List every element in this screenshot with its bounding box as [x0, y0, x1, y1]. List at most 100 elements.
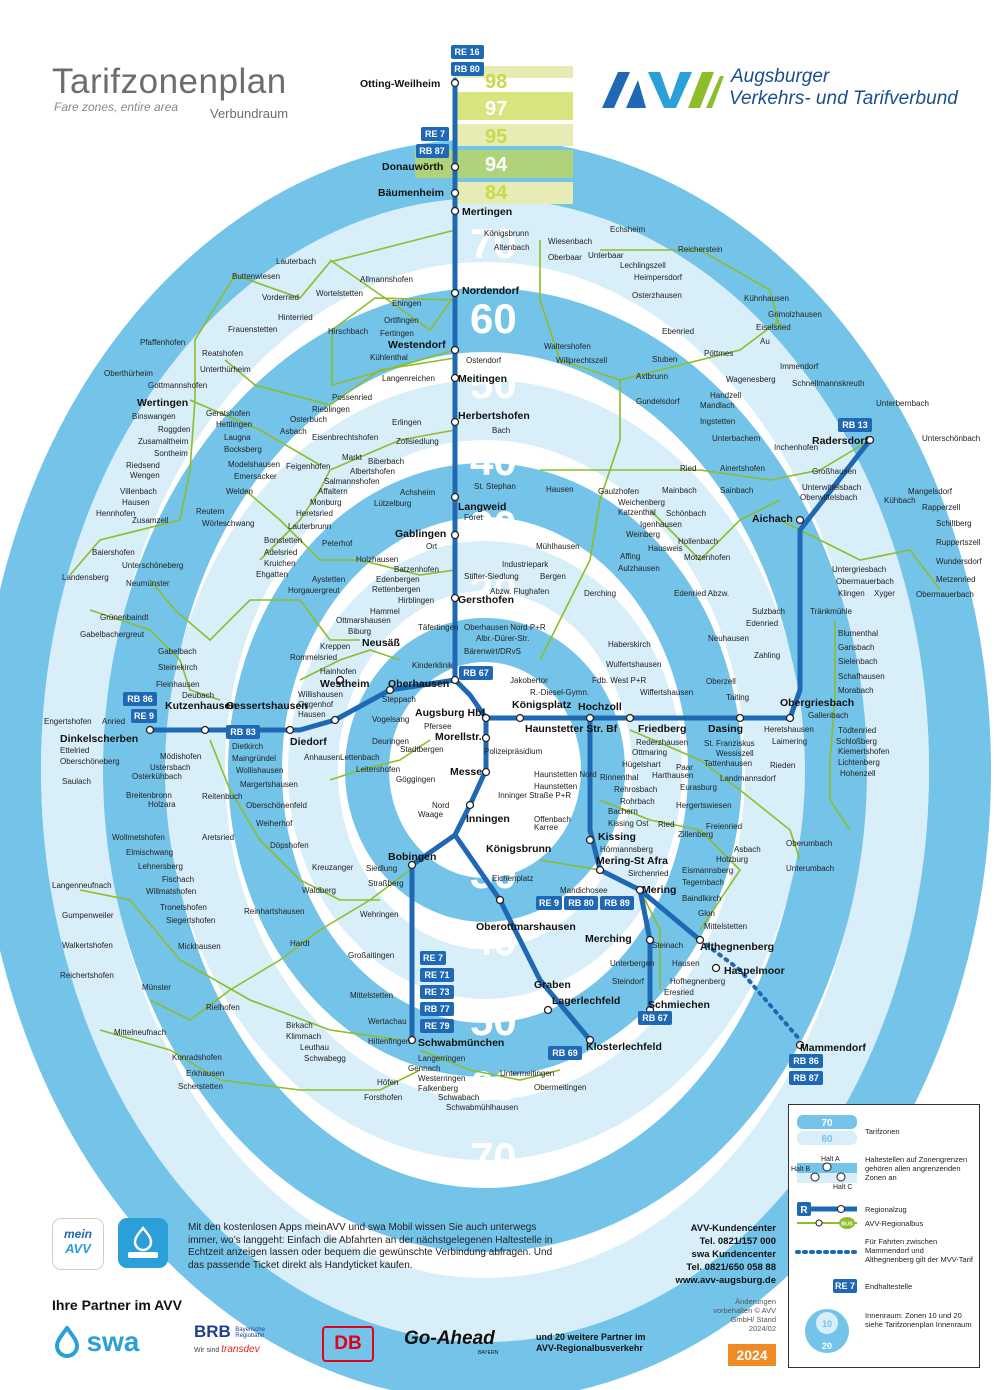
station-obergriesbach: Obergriesbach: [780, 697, 854, 709]
place-label: Altenbach: [494, 243, 530, 252]
place-label: Morabach: [838, 686, 874, 695]
svg-text:RB 89: RB 89: [604, 898, 630, 908]
station-koenigsplatz: Königsplatz: [512, 699, 572, 711]
place-label: Tattenhausen: [704, 759, 752, 768]
place-label: Forsthofen: [364, 1093, 402, 1102]
station-mering-st-afra: Mering-St Afra: [596, 855, 668, 867]
place-label: Rehrosbach: [614, 785, 657, 794]
place-label: Monburg: [310, 498, 342, 507]
website-link[interactable]: www.avv-augsburg.de: [675, 1275, 776, 1286]
place-label: Taiting: [726, 693, 749, 702]
svg-text:RE 9: RE 9: [134, 711, 154, 721]
contact-avv: AVV-Kundencenter: [690, 1223, 776, 1234]
place-label: Villenbach: [120, 487, 157, 496]
place-label: Hausen: [122, 498, 150, 507]
place-label: Birkach: [286, 1021, 313, 1030]
partners-heading: Ihre Partner im AVV: [52, 1297, 182, 1313]
meinavv-app-icon[interactable]: mein AVV: [52, 1218, 104, 1270]
contact-avv-tel[interactable]: Tel. 0821/157 000: [699, 1236, 776, 1247]
svg-text:RB 67: RB 67: [642, 1013, 668, 1023]
svg-text:RB 80: RB 80: [454, 64, 480, 74]
place-label: Kinderklinik: [412, 661, 454, 670]
station-gablingen: Gablingen: [395, 528, 446, 540]
place-label: Aretsried: [202, 833, 234, 842]
place-label: Stadtbergen: [400, 745, 444, 754]
place-label: Hausweis: [648, 544, 683, 553]
place-label: Hirschbach: [328, 327, 368, 336]
place-label: Eurasburg: [680, 783, 717, 792]
place-label: Schiltberg: [936, 519, 972, 528]
place-label: Hohenzell: [840, 769, 876, 778]
place-label: Wollishausen: [236, 766, 283, 775]
badge-re71: RE 71: [420, 968, 454, 982]
place-label: Höfen: [377, 1078, 398, 1087]
place-label: Hausen: [546, 485, 574, 494]
place-label: Oggenhof: [298, 700, 334, 709]
zone-label-84: 84: [485, 182, 508, 204]
svg-text:RB 83: RB 83: [230, 727, 256, 737]
place-label: Ottmaring: [632, 748, 667, 757]
place-label: Osterkühbach: [132, 772, 182, 781]
place-label: Unterbergen: [610, 959, 654, 968]
place-label: Wollmetshofen: [112, 833, 165, 842]
place-label: Wagenesberg: [726, 375, 776, 384]
zone-label-98: 98: [485, 71, 507, 93]
place-label: Täfertingen: [418, 623, 458, 632]
svg-text:RE 16: RE 16: [454, 47, 479, 57]
place-label: Döpshofen: [270, 841, 309, 850]
place-label: Welden: [226, 487, 253, 496]
svg-text:RB 77: RB 77: [424, 1004, 450, 1014]
partner-goahead-logo: Go-Ahead: [404, 1328, 495, 1349]
rail-lechfeld: [452, 832, 593, 1043]
place-label: Oberzell: [706, 677, 736, 686]
brand-line-2: Verkehrs- und Tarifverbund: [729, 88, 958, 109]
station-messe: Messe: [450, 766, 482, 778]
place-label: Motzenhofen: [684, 553, 730, 562]
station-markers: [145, 78, 875, 1050]
rail-mvv-dotted: [698, 938, 802, 1042]
place-label: Fleinhausen: [156, 680, 200, 689]
svg-text:RE 71: RE 71: [424, 970, 449, 980]
place-label: Waldberg: [302, 886, 336, 895]
place-label: Katzenthal: [618, 508, 656, 517]
place-label: Holzara: [148, 800, 176, 809]
station-gessertshausen: Gessertshausen: [226, 700, 308, 712]
rail-aichach: [787, 437, 873, 721]
place-label: Dietkirch: [232, 742, 263, 751]
station-gersthofen: Gersthofen: [458, 594, 514, 606]
station-koenigsbrunn: Königsbrunn: [486, 843, 551, 855]
place-label: Laimering: [772, 737, 807, 746]
station-schmiechen: Schmiechen: [648, 999, 710, 1011]
page-subtitle-en: Fare zones, entire area: [54, 100, 179, 114]
place-label: Fdb. West P+R: [592, 676, 647, 685]
place-label: Margertshausen: [240, 780, 298, 789]
station-langweid: Langweid: [458, 501, 506, 513]
badge-rb87: RB 87: [416, 144, 449, 158]
place-label: Wessiszell: [716, 749, 754, 758]
place-label: Frauenstetten: [228, 325, 277, 334]
place-label: Zusamzell: [132, 516, 169, 525]
place-label: Schönbach: [666, 509, 706, 518]
place-label: R.-Diesel-Gymn.: [530, 688, 589, 697]
place-label: Sontheim: [154, 449, 188, 458]
place-label: Albr.-Dürer-Str.: [476, 634, 529, 643]
station-dasing: Dasing: [708, 723, 743, 735]
place-label: Reicherstein: [678, 245, 722, 254]
place-label: Eismannsberg: [682, 866, 733, 875]
place-label: Wertachau: [368, 1017, 407, 1026]
place-label: Edenried: [746, 619, 778, 628]
place-label: Harthausen: [652, 771, 693, 780]
place-label: Holzhausen: [356, 555, 398, 564]
station-mering: Mering: [642, 884, 676, 896]
place-label: Gaulzhofen: [598, 487, 639, 496]
place-label: Inninger Straße P+R: [498, 791, 571, 800]
place-label: Anhausen: [304, 753, 340, 762]
place-label: Westerringen: [418, 1074, 465, 1083]
place-label: Tränkmühle: [810, 607, 852, 616]
place-label: Asbach: [734, 845, 761, 854]
place-label: Zusamaltheim: [138, 437, 189, 446]
place-label: Eisenbrechtshofen: [312, 433, 378, 442]
contact-swa-tel[interactable]: Tel. 0821/650 058 88: [686, 1262, 776, 1273]
swa-mobil-app-icon[interactable]: [118, 1218, 168, 1268]
place-label: Salmannshofen: [324, 477, 380, 486]
